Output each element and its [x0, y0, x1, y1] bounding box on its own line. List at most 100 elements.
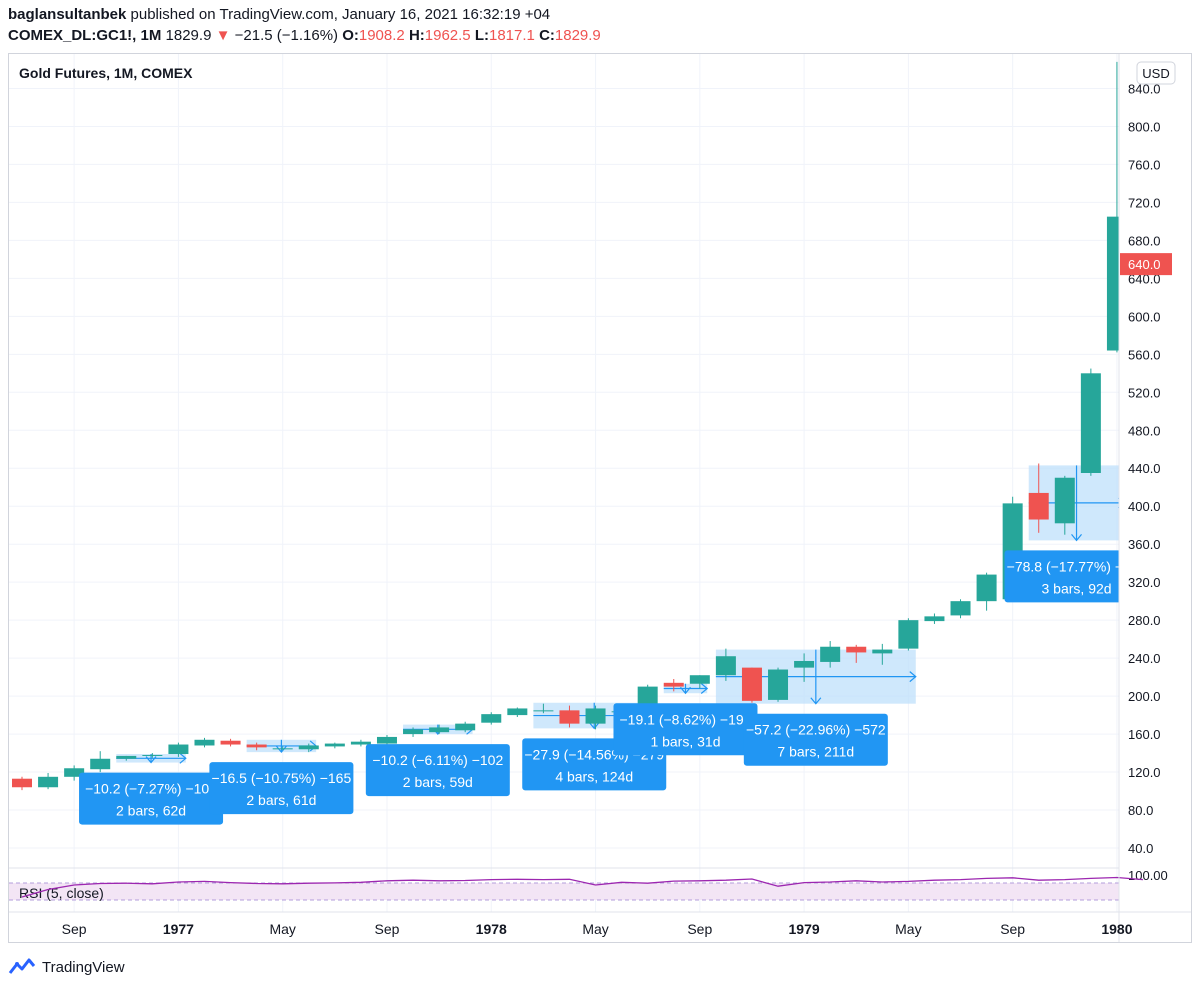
price-tick-label: 320.0	[1128, 575, 1161, 590]
measure-arrow-down	[810, 697, 822, 705]
last-price-tag: 640.0	[1120, 253, 1172, 276]
candle-body	[272, 748, 293, 750]
price-tick-label: 680.0	[1128, 233, 1161, 248]
rsi-pane: RSI (5, close) 100.00	[9, 867, 1168, 901]
measure-label-line1: −78.8 (−17.77%) −788	[1007, 558, 1147, 574]
time-tick-label: May	[269, 921, 295, 937]
measure-label-line1: −10.2 (−6.11%) −102	[372, 752, 503, 768]
candle	[663, 679, 684, 692]
high-label: H:	[408, 27, 425, 44]
time-tick-label: Sep	[375, 921, 400, 937]
candle-body	[663, 682, 684, 687]
price-tick-label: 840.0	[1128, 81, 1161, 96]
candle-body	[689, 675, 710, 684]
price-tick-label: 440.0	[1128, 461, 1161, 476]
time-tick-label: Sep	[1000, 921, 1025, 937]
measure-arrow-down	[680, 686, 691, 695]
last-price-tag-label: 640.0	[1128, 257, 1161, 272]
price-change: −21.5 (−1.16%)	[234, 27, 339, 44]
chart-frame[interactable]: RSI (5, close) 100.00 −10.2 (−7.27%) −10…	[8, 53, 1192, 943]
measure-label-line2: 2 bars, 62d	[116, 803, 186, 819]
measure-arrow-down	[1071, 534, 1082, 542]
candle-body	[455, 723, 476, 731]
time-tick-label: 1980	[1101, 921, 1132, 937]
candle	[220, 738, 241, 747]
tradingview-logo[interactable]: TradingView	[8, 955, 125, 979]
candle-body	[376, 736, 397, 744]
candle-body	[403, 729, 424, 735]
measure-arrow-down	[275, 745, 287, 754]
measure-label-box: −16.5 (−10.75%) −165 2 bars, 61d	[209, 762, 354, 815]
candle	[246, 742, 267, 751]
measure-label-line2: 2 bars, 59d	[403, 774, 473, 790]
measure-label-line2: 3 bars, 92d	[1042, 580, 1112, 596]
time-tick-label: 1979	[789, 921, 820, 937]
price-tick-label: 760.0	[1128, 157, 1161, 172]
candle	[1054, 475, 1075, 535]
candle-body	[168, 744, 189, 755]
candle-body	[38, 776, 59, 788]
candle-body	[976, 574, 997, 602]
candle	[403, 727, 424, 737]
rsi-label: RSI (5, close)	[19, 885, 104, 901]
candle	[715, 648, 736, 681]
rsi-axis-label: 100.00	[1128, 868, 1168, 883]
candle	[64, 765, 85, 781]
time-tick-label: May	[582, 921, 608, 937]
candle-body	[924, 616, 945, 622]
time-tick-label: 1977	[163, 921, 194, 937]
author-name[interactable]: baglansultanbek	[8, 6, 127, 23]
price-tick-label: 520.0	[1128, 385, 1161, 400]
candle	[12, 776, 32, 791]
price-tick-label: 720.0	[1128, 195, 1161, 210]
published-text: published on TradingView.com, January 16…	[130, 6, 551, 23]
price-tick-label: 600.0	[1128, 309, 1161, 324]
candle-body	[1080, 373, 1101, 473]
time-tick-label: May	[895, 921, 921, 937]
last-price: 1829.9	[165, 27, 212, 44]
measure-label-line2: 1 bars, 31d	[650, 733, 720, 749]
candle	[559, 705, 580, 728]
candle	[38, 773, 59, 790]
candle-body	[246, 744, 267, 748]
price-tick-label: 120.0	[1128, 765, 1161, 780]
candlestick-chart[interactable]: RSI (5, close) 100.00 −10.2 (−7.27%) −10…	[9, 54, 1192, 943]
currency-button[interactable]: USD	[1136, 61, 1176, 85]
candle-body	[298, 745, 319, 750]
candle-body	[194, 739, 215, 746]
price-axis-bg	[1119, 54, 1191, 868]
candle-body	[872, 649, 893, 654]
candle-body	[12, 778, 32, 788]
chart-legend-title: Gold Futures, 1M, COMEX	[19, 65, 193, 81]
candle-body	[507, 708, 528, 716]
grid	[9, 54, 1119, 912]
candles	[12, 61, 1154, 791]
publish-line: baglansultanbek published on TradingView…	[8, 4, 1192, 25]
candle	[507, 707, 528, 717]
down-arrow-icon: ▼	[215, 27, 231, 44]
candle	[376, 735, 397, 746]
close-label: C:	[539, 27, 555, 44]
measure-label-line2: 7 bars, 211d	[777, 744, 854, 760]
measure-label-line1: −16.5 (−10.75%) −165	[212, 770, 352, 786]
candle	[1080, 368, 1101, 476]
candle	[350, 739, 371, 747]
candle	[481, 712, 502, 725]
candle	[585, 705, 606, 730]
price-tick-label: 240.0	[1128, 651, 1161, 666]
measure-arrow-right	[909, 671, 917, 683]
candle-body	[898, 620, 919, 649]
candle	[429, 724, 450, 735]
measure-label-box: −57.2 (−22.96%) −572 7 bars, 211d	[743, 713, 888, 766]
price-tick-label: 560.0	[1128, 347, 1161, 362]
candle	[794, 653, 815, 682]
measure-label-line1: −57.2 (−22.96%) −572	[746, 722, 886, 738]
symbol-label: COMEX_DL:GC1!, 1M	[8, 27, 162, 44]
price-tick-label: 80.0	[1128, 803, 1153, 818]
candle	[455, 721, 476, 733]
candle-body	[90, 758, 111, 770]
candle	[116, 755, 137, 761]
time-tick-label: Sep	[687, 921, 712, 937]
measure-arrow-down	[145, 756, 157, 764]
close-value: 1829.9	[554, 27, 601, 44]
